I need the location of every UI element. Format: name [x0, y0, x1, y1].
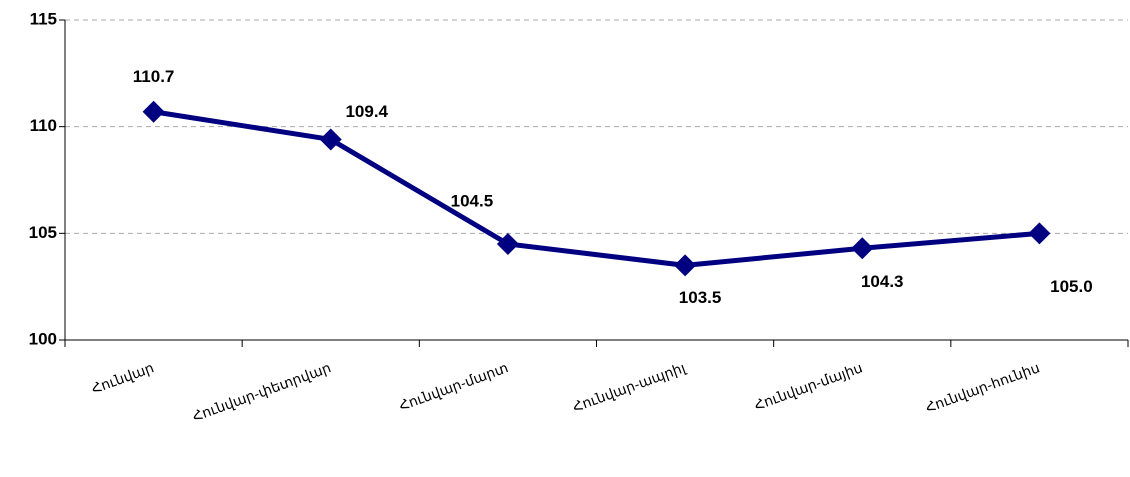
data-label: 110.7 — [133, 67, 175, 86]
x-tick-label: Հունվար-ապրիլ — [570, 359, 688, 415]
marker — [142, 100, 165, 123]
marker — [319, 128, 342, 151]
y-tick-label: 110 — [30, 116, 57, 135]
y-tick-label: 105 — [29, 223, 57, 242]
line — [153, 109, 1040, 268]
x-tick-label: Հունվար — [89, 359, 156, 396]
data-label: 104.5 — [451, 191, 494, 210]
y-tick-label: 100 — [29, 329, 57, 348]
x-tick-label: Հունվար-հունիս — [923, 359, 1042, 415]
x-tick-label: Հունվար-փետրվար — [190, 359, 333, 424]
marker — [496, 233, 519, 255]
x-tick-label: Հունվար-մայիս — [752, 359, 865, 413]
x-tick-label: Հունվար-մարտ — [397, 359, 510, 413]
marker — [1028, 222, 1051, 245]
data-label: 109.4 — [345, 102, 388, 121]
y-tick-label: 115 — [30, 9, 57, 28]
data-label: 105.0 — [1050, 277, 1093, 296]
marker — [851, 237, 874, 260]
marker — [674, 254, 697, 277]
data-label: 104.3 — [861, 272, 904, 291]
data-label: 103.5 — [679, 288, 722, 307]
